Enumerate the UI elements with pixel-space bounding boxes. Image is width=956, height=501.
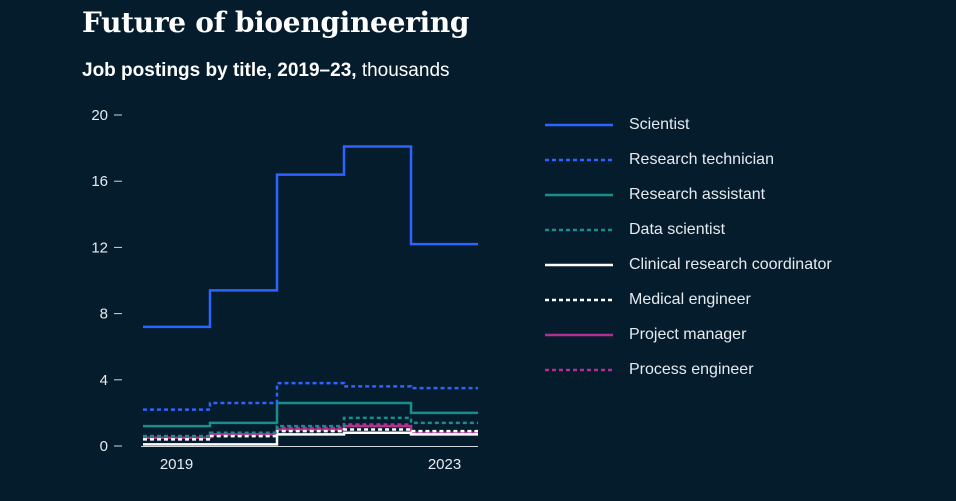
series-line-scientist bbox=[143, 145, 478, 329]
y-tick-label: 20 bbox=[91, 107, 108, 124]
legend-label: Clinical research coordinator bbox=[629, 255, 832, 273]
legend-item: Research assistant bbox=[545, 177, 832, 212]
x-tick-label: 2019 bbox=[160, 456, 193, 473]
series-line-data-scientist bbox=[143, 416, 478, 438]
legend-label: Medical engineer bbox=[629, 290, 751, 308]
legend-item: Scientist bbox=[545, 107, 832, 142]
series-line-research-assistant bbox=[143, 401, 478, 428]
legend-item: Medical engineer bbox=[545, 282, 832, 317]
y-tick-label: 16 bbox=[91, 173, 108, 190]
legend-swatch bbox=[545, 263, 613, 266]
legend-swatch bbox=[545, 368, 613, 371]
y-tick-label: 0 bbox=[100, 438, 108, 455]
legend-label: Process engineer bbox=[629, 360, 754, 378]
legend-label: Data scientist bbox=[629, 220, 726, 238]
x-tick-label: 2023 bbox=[428, 456, 461, 473]
chart-subtitle: Job postings by title, 2019–23, thousand… bbox=[82, 60, 450, 82]
legend-item: Research technician bbox=[545, 142, 832, 177]
chart-title: Future of bioengineering bbox=[82, 6, 470, 39]
legend-label: Research assistant bbox=[629, 185, 766, 203]
legend-item: Project manager bbox=[545, 317, 832, 352]
legend-swatch bbox=[545, 123, 613, 126]
legend-swatch bbox=[545, 333, 613, 336]
y-tick-label: 8 bbox=[100, 306, 108, 323]
legend-item: Process engineer bbox=[545, 352, 832, 387]
chart-legend: Scientist Research technician Research ass… bbox=[545, 107, 832, 387]
legend-item: Clinical research coordinator bbox=[545, 247, 832, 282]
legend-swatch bbox=[545, 193, 613, 196]
series-line-research-technician bbox=[143, 381, 478, 411]
legend-label: Project manager bbox=[629, 325, 747, 343]
legend-label: Scientist bbox=[629, 115, 690, 133]
y-tick-label: 12 bbox=[91, 239, 108, 256]
legend-item: Data scientist bbox=[545, 212, 832, 247]
legend-swatch bbox=[545, 228, 613, 231]
legend-swatch bbox=[545, 158, 613, 161]
y-tick-label: 4 bbox=[100, 372, 108, 389]
legend-swatch bbox=[545, 298, 613, 301]
subtitle-main: Job postings by title, 2019–23, bbox=[82, 60, 357, 81]
legend-label: Research technician bbox=[629, 150, 774, 168]
series-line-clinical-research-coordinator bbox=[143, 431, 478, 446]
subtitle-unit: thousands bbox=[361, 60, 450, 81]
series-line-medical-engineer bbox=[143, 428, 478, 441]
